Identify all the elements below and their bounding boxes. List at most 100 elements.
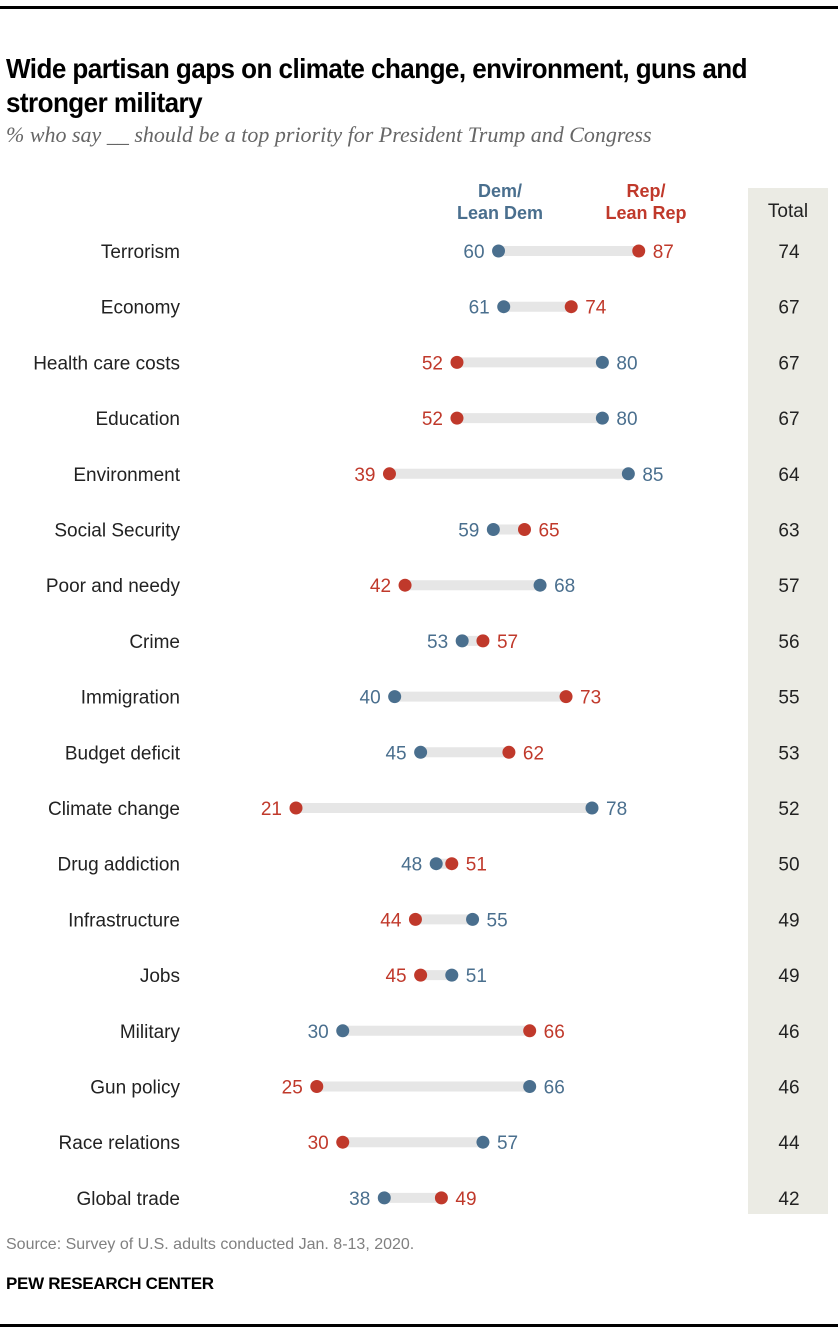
rep-dot [445, 857, 459, 871]
dem-value-label: 53 [427, 632, 448, 653]
rep-value-label: 45 [385, 966, 406, 987]
category-label: Jobs [140, 966, 180, 987]
dem-value-label: 80 [616, 409, 637, 430]
rep-value-label: 42 [370, 576, 391, 597]
chart-row: Economy 61 74 67 [101, 298, 800, 319]
total-value-label: 63 [778, 521, 799, 542]
rep-value-label: 74 [585, 298, 607, 319]
chart-row: Education 80 52 67 [95, 409, 799, 430]
rep-value-label: 87 [653, 242, 674, 263]
chart-subtitle: % who say __ should be a top priority fo… [6, 122, 652, 147]
chart-row: Jobs 51 45 49 [140, 966, 800, 987]
dem-dot [595, 411, 609, 425]
total-value-label: 52 [778, 799, 799, 820]
legend-rep-line2: Lean Rep [605, 203, 686, 223]
chart-title: Wide partisan gaps on climate change, en… [6, 53, 748, 118]
rep-value-label: 62 [523, 743, 544, 764]
category-label: Military [120, 1022, 181, 1043]
chart-row: Infrastructure 55 44 49 [68, 910, 800, 931]
dem-value-label: 38 [349, 1189, 370, 1210]
rep-dot [336, 1135, 350, 1149]
category-label: Social Security [54, 521, 180, 542]
rep-dot [523, 1024, 537, 1038]
rep-dot [517, 523, 531, 536]
dem-dot [492, 244, 506, 258]
dem-value-label: 85 [642, 465, 663, 486]
rep-dot [564, 300, 578, 314]
rep-dot [450, 355, 464, 369]
total-column-background [748, 188, 828, 1214]
rep-dot [289, 801, 303, 815]
rep-value-label: 25 [282, 1078, 303, 1099]
chart-row: Global trade 38 49 42 [76, 1189, 799, 1210]
total-value-label: 53 [778, 743, 799, 764]
chart-row: Race relations 57 30 44 [59, 1133, 800, 1154]
top-rule [0, 6, 838, 9]
total-value-label: 67 [778, 353, 799, 374]
dem-value-label: 66 [544, 1078, 565, 1099]
chart-row: Drug addiction 48 51 50 [57, 855, 799, 876]
rep-value-label: 51 [466, 855, 487, 876]
category-label: Global trade [76, 1189, 180, 1210]
rep-value-label: 52 [422, 409, 443, 430]
category-label: Gun policy [90, 1078, 180, 1099]
dem-dot [486, 523, 500, 536]
total-value-label: 49 [778, 966, 799, 987]
dem-dot [621, 467, 635, 481]
dem-dot [429, 857, 443, 871]
rep-dot [502, 745, 516, 759]
category-label: Climate change [48, 799, 180, 820]
dem-dot [497, 300, 511, 314]
chart-row: Budget deficit 45 62 53 [65, 743, 800, 764]
dem-value-label: 40 [360, 688, 381, 709]
total-value-label: 67 [778, 298, 799, 319]
rep-value-label: 57 [497, 632, 518, 653]
dem-value-label: 60 [463, 242, 484, 263]
rep-dot [632, 244, 646, 258]
total-value-label: 42 [778, 1189, 799, 1210]
total-value-label: 67 [778, 409, 799, 430]
dem-value-label: 68 [554, 576, 575, 597]
legend-dem-line1: Dem/ [478, 181, 522, 201]
rep-dot [476, 634, 490, 648]
legend-dem-line2: Lean Dem [457, 203, 543, 223]
dem-dot [533, 578, 547, 592]
dem-value-label: 30 [308, 1022, 329, 1043]
category-label: Crime [129, 632, 180, 653]
bottom-rule [0, 1324, 838, 1327]
category-label: Health care costs [33, 353, 180, 374]
total-value-label: 50 [778, 855, 799, 876]
rep-value-label: 44 [380, 910, 402, 931]
rep-dot [559, 690, 573, 704]
category-label: Immigration [81, 688, 180, 709]
rep-dot [310, 1080, 324, 1093]
chart-row: Climate change 78 21 52 [48, 799, 800, 820]
rep-dot [434, 1191, 448, 1205]
dem-dot [388, 690, 402, 704]
dem-value-label: 51 [466, 966, 487, 987]
rep-dot [414, 968, 428, 982]
rep-value-label: 52 [422, 353, 443, 374]
dem-dot [377, 1191, 391, 1205]
dem-dot [445, 968, 459, 982]
dem-value-label: 45 [385, 743, 406, 764]
rep-dot [408, 912, 422, 926]
total-header: Total [768, 201, 808, 222]
chart-row: Military 30 66 46 [120, 1022, 800, 1043]
chart-row: Poor and needy 68 42 57 [46, 576, 800, 597]
rep-value-label: 66 [544, 1022, 565, 1043]
total-value-label: 55 [778, 688, 799, 709]
dem-dot [595, 355, 609, 369]
category-label: Race relations [59, 1133, 180, 1154]
chart-row: Environment 85 39 64 [73, 465, 800, 486]
category-label: Budget deficit [65, 743, 181, 764]
rep-dot [382, 467, 396, 481]
dem-dot [414, 745, 428, 759]
dem-value-label: 80 [616, 353, 637, 374]
rep-value-label: 30 [308, 1133, 329, 1154]
chart-row: Health care costs 80 52 67 [33, 353, 799, 374]
rep-value-label: 65 [538, 521, 559, 542]
category-label: Poor and needy [46, 576, 181, 597]
category-label: Drug addiction [57, 855, 180, 876]
total-value-label: 57 [778, 576, 799, 597]
